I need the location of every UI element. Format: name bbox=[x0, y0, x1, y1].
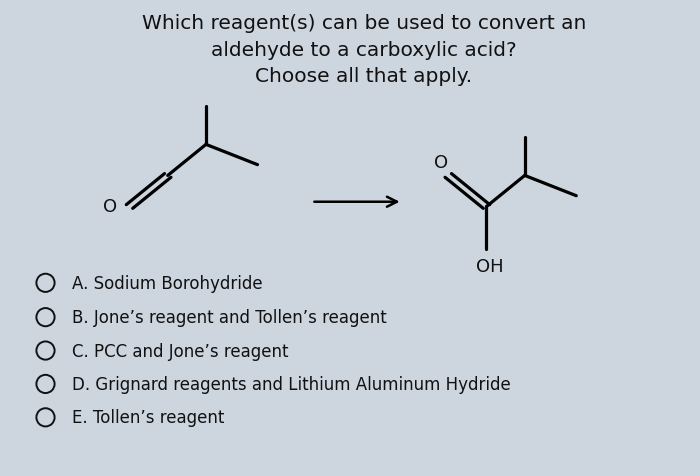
Text: A. Sodium Borohydride: A. Sodium Borohydride bbox=[72, 274, 262, 292]
Text: O: O bbox=[103, 198, 117, 216]
Text: O: O bbox=[434, 154, 448, 172]
Text: D. Grignard reagents and Lithium Aluminum Hydride: D. Grignard reagents and Lithium Aluminu… bbox=[72, 375, 511, 393]
FancyArrowPatch shape bbox=[314, 198, 397, 207]
Text: Choose all that apply.: Choose all that apply. bbox=[256, 67, 472, 86]
Text: Which reagent(s) can be used to convert an: Which reagent(s) can be used to convert … bbox=[142, 14, 586, 33]
Text: C. PCC and Jone’s reagent: C. PCC and Jone’s reagent bbox=[72, 342, 288, 360]
Text: B. Jone’s reagent and Tollen’s reagent: B. Jone’s reagent and Tollen’s reagent bbox=[72, 308, 387, 327]
Text: OH: OH bbox=[476, 257, 504, 275]
Text: E. Tollen’s reagent: E. Tollen’s reagent bbox=[72, 408, 225, 426]
Text: aldehyde to a carboxylic acid?: aldehyde to a carboxylic acid? bbox=[211, 40, 517, 60]
